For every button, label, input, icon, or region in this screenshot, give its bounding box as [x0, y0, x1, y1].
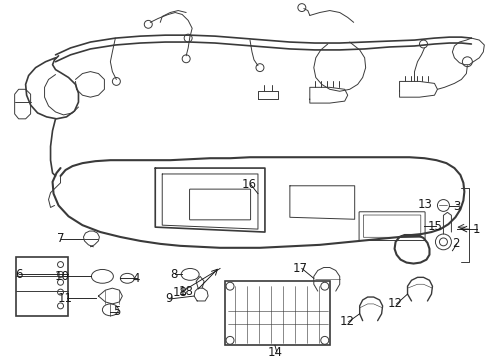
Text: 5: 5: [113, 305, 121, 318]
Text: 16: 16: [242, 178, 257, 191]
Text: 9: 9: [165, 292, 173, 306]
Text: 7: 7: [56, 233, 64, 246]
Text: 12: 12: [388, 297, 403, 310]
Text: 6: 6: [15, 268, 22, 281]
Text: 18: 18: [178, 285, 193, 298]
Text: 15: 15: [427, 220, 442, 233]
Bar: [16, 257, 68, 316]
FancyBboxPatch shape: [359, 212, 425, 240]
Text: 13: 13: [417, 198, 432, 211]
Text: 11: 11: [57, 292, 73, 305]
Text: 8: 8: [170, 268, 177, 281]
Text: 18: 18: [172, 285, 187, 298]
Text: 4: 4: [132, 272, 140, 285]
Text: 3: 3: [453, 200, 461, 213]
FancyBboxPatch shape: [190, 189, 250, 220]
FancyBboxPatch shape: [364, 215, 421, 237]
Text: 2: 2: [452, 237, 460, 250]
Text: 12: 12: [340, 315, 355, 328]
Bar: [225, 281, 330, 345]
Text: 10: 10: [54, 270, 70, 283]
Ellipse shape: [121, 273, 134, 283]
Text: 14: 14: [268, 346, 283, 359]
Ellipse shape: [92, 270, 113, 283]
Text: 17: 17: [293, 262, 308, 275]
Ellipse shape: [102, 304, 119, 316]
Ellipse shape: [181, 269, 199, 280]
Text: 1: 1: [472, 222, 480, 235]
